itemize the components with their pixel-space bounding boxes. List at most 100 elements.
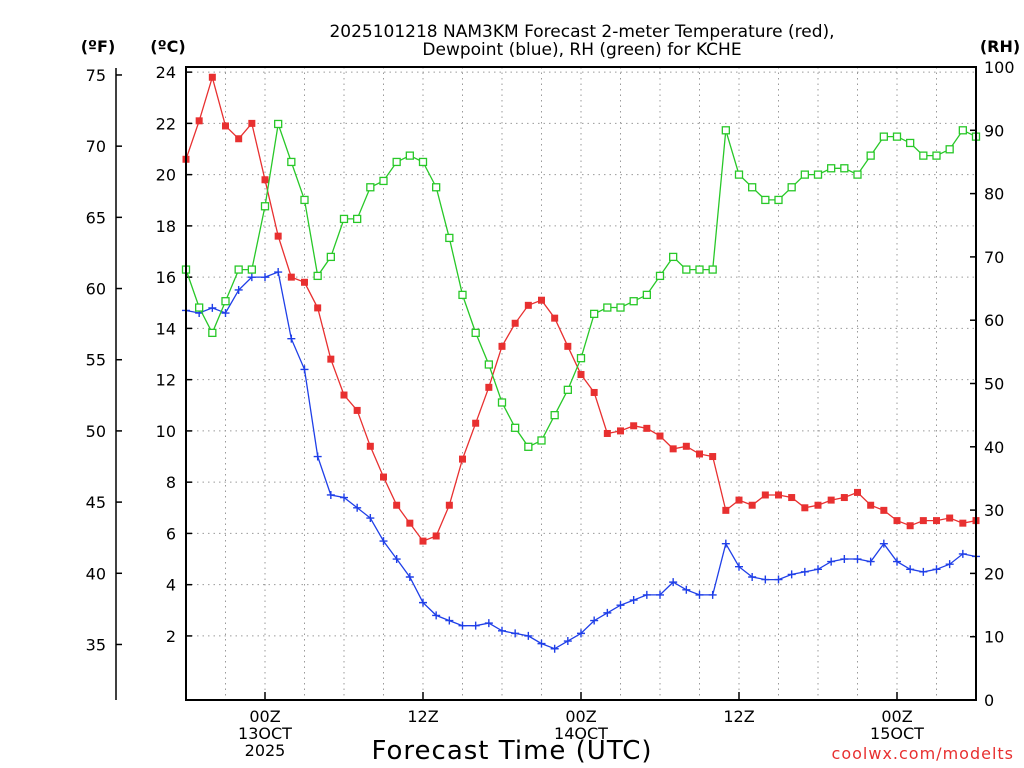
2-meter-temperature-point	[656, 432, 664, 440]
rh-tick-label: 60	[984, 311, 1004, 330]
dewpoint-point	[932, 565, 941, 574]
relative-humidity-point	[708, 265, 717, 274]
relative-humidity-point	[339, 214, 349, 224]
dewpoint-point	[800, 567, 809, 576]
celsius-tick-label: 6	[166, 524, 176, 543]
relative-humidity-point	[445, 233, 454, 243]
rh-tick-label: 40	[984, 438, 1004, 457]
relative-humidity-point	[326, 252, 335, 262]
2-meter-temperature-point	[880, 506, 888, 514]
dewpoint-point	[721, 539, 730, 548]
dewpoint-point	[208, 303, 217, 312]
2-meter-temperature-point	[472, 419, 480, 427]
2-meter-temperature-point	[393, 501, 401, 509]
relative-humidity-point	[392, 157, 401, 167]
2-meter-temperature-point	[959, 519, 967, 527]
2-meter-temperature-point	[696, 450, 703, 458]
relative-humidity-point	[195, 303, 204, 312]
celsius-tick-label: 10	[156, 422, 176, 441]
2-meter-temperature-point	[274, 232, 282, 240]
2-meter-temperature-point	[788, 494, 796, 502]
2-meter-temperature-point	[380, 473, 387, 481]
2-meter-temperature-point	[538, 296, 545, 304]
dewpoint-point	[787, 570, 796, 579]
series-2-meter-temperature	[182, 73, 980, 545]
2-meter-temperature-point	[617, 427, 624, 435]
dewpoint-point	[300, 365, 309, 374]
relative-humidity-point	[208, 328, 217, 338]
dewpoint-point	[735, 562, 743, 571]
2-meter-temperature-point	[722, 506, 730, 514]
2-meter-temperature-point	[511, 319, 519, 327]
fahrenheit-tick-label: 40	[86, 564, 106, 583]
dewpoint-point	[353, 503, 362, 512]
relative-humidity-point	[458, 290, 467, 300]
relative-humidity-point	[761, 195, 770, 205]
fahrenheit-tick-label: 50	[86, 422, 106, 441]
dewpoint-point	[261, 273, 269, 282]
2-meter-temperature-point	[353, 406, 361, 414]
relative-humidity-point	[484, 360, 493, 369]
rh-tick-label: 30	[984, 501, 1004, 520]
relative-humidity-point	[642, 290, 651, 300]
relative-humidity-point	[748, 183, 757, 192]
dewpoint-point	[642, 590, 651, 599]
2-meter-temperature-point	[735, 496, 743, 504]
2-meter-temperature-point	[867, 501, 875, 509]
relative-humidity-point	[260, 202, 270, 211]
dewpoint-point	[221, 309, 230, 318]
dewpoint-point	[866, 557, 875, 566]
2-meter-temperature-point	[235, 135, 243, 143]
2-meter-temperature-point	[933, 517, 940, 525]
2-meter-temperature-point	[761, 491, 769, 499]
dewpoint-point	[274, 268, 283, 277]
2-meter-temperature-point	[314, 304, 322, 312]
dewpoint-point	[879, 539, 888, 548]
relative-humidity-point	[629, 297, 638, 306]
dewpoint-point	[445, 616, 454, 625]
dewpoint-point	[313, 452, 322, 461]
2-meter-temperature-point	[814, 501, 822, 509]
time-tick-label: 12Z	[407, 707, 438, 726]
x-axis-title: Forecast Time (UTC)	[371, 736, 652, 766]
relative-humidity-point	[405, 151, 414, 160]
relative-humidity-point	[313, 271, 322, 281]
2-meter-temperature-point	[643, 424, 651, 432]
time-tick-label: 00Z	[249, 707, 280, 726]
series-relative-humidity	[181, 119, 981, 451]
time-tick-label: 00Z	[565, 707, 596, 726]
relative-humidity-point	[379, 176, 388, 186]
dewpoint-point	[945, 560, 954, 569]
celsius-tick-label: 16	[156, 268, 176, 287]
dewpoint-point	[471, 621, 480, 630]
2-meter-temperature-point	[327, 355, 335, 363]
dewpoint-point	[366, 514, 375, 523]
celsius-tick-label: 8	[166, 473, 176, 492]
dewpoint-point	[919, 567, 928, 576]
dewpoint-point	[656, 590, 664, 599]
relative-humidity-point	[418, 157, 428, 167]
2-meter-temperature-point	[854, 488, 861, 496]
relative-humidity-point	[866, 151, 875, 160]
2-meter-temperature-point	[669, 445, 677, 453]
dewpoint-point	[392, 555, 401, 564]
2-meter-temperature-point	[827, 496, 835, 504]
relative-humidity-point	[906, 138, 915, 148]
2-meter-temperature-point	[840, 494, 848, 502]
celsius-tick-label: 20	[156, 166, 176, 185]
celsius-tick-label: 4	[166, 576, 176, 595]
dewpoint-point	[603, 608, 612, 617]
relative-humidity-point	[616, 303, 625, 312]
2-meter-temperature-point	[340, 391, 348, 399]
relative-humidity-point	[497, 398, 507, 407]
relative-humidity-point	[945, 145, 954, 154]
dewpoint-point	[906, 565, 915, 574]
dewpoint-point	[498, 626, 506, 635]
2-meter-temperature-point	[630, 422, 638, 430]
dewpoint-point	[695, 590, 704, 599]
relative-humidity-point	[813, 170, 823, 179]
relative-humidity-point	[655, 271, 665, 281]
celsius-unit-label: (ºC)	[150, 37, 185, 56]
